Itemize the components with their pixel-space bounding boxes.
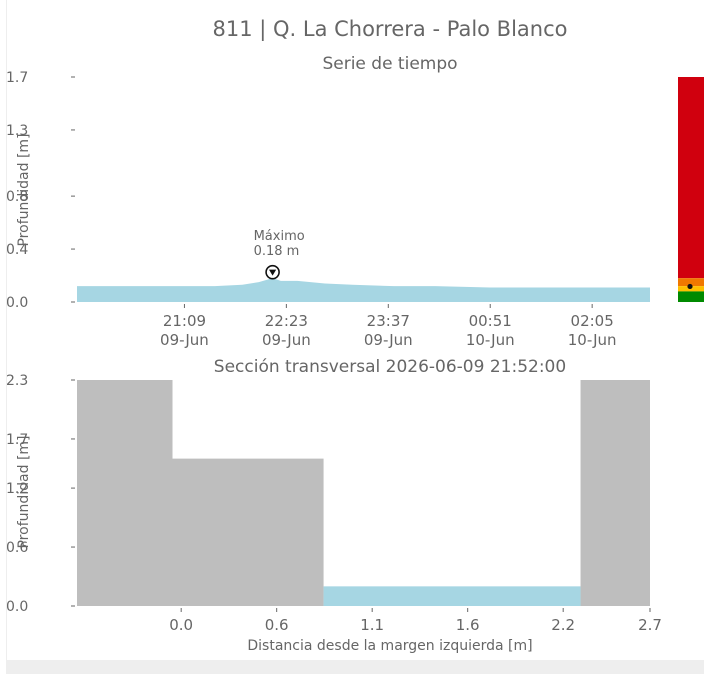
chart-svg: 811 | Q. La Chorrera - Palo Blanco Serie… (6, 17, 704, 654)
maximum-value: 0.18 m (254, 244, 300, 259)
alert-level-segment (678, 278, 704, 287)
bottom-x-tick-label: 2.2 (551, 616, 575, 634)
top-x-tick-time: 22:23 (265, 312, 308, 330)
top-x-tick-time: 21:09 (163, 312, 206, 330)
top-y-tick-label: 1.3 (6, 123, 28, 139)
top-y-tick-label: 0.4 (6, 242, 28, 258)
top-y-tick-label: 0.8 (6, 189, 28, 205)
bottom-x-tick-label: 2.7 (638, 616, 662, 634)
top-x-tick-date: 10-Jun (568, 331, 617, 349)
top-x-tick-date: 09-Jun (364, 331, 413, 349)
time-series-chart: Serie de tiempo Profundidad [m] 0.0 0.4 0.… (6, 54, 704, 349)
ground-block (172, 458, 324, 606)
top-x-tick-time: 23:37 (367, 312, 410, 330)
bottom-chart-title: Sección transversal 2026-06-09 21:52:00 (214, 357, 566, 377)
alert-level-segment (678, 291, 704, 302)
top-y-tick-label: 1.7 (6, 70, 28, 86)
bottom-x-axis-label: Distancia desde la margen izquierda [m] (247, 638, 532, 654)
depth-area-series (77, 278, 650, 302)
maximum-annotation: Máximo 0.18 m (254, 229, 305, 280)
bottom-x-tick-label: 1.1 (360, 616, 384, 634)
alert-level-bar (678, 77, 704, 302)
top-x-tick-date: 09-Jun (160, 331, 209, 349)
maximum-label: Máximo (254, 229, 305, 244)
water-level-area (323, 586, 581, 606)
maximum-marker-triangle (268, 269, 277, 276)
maximum-marker-icon (265, 264, 280, 280)
bottom-x-tick-label: 1.6 (456, 616, 480, 634)
top-chart-title: Serie de tiempo (322, 54, 457, 74)
footer-bar (6, 660, 704, 674)
top-x-tick-time: 00:51 (469, 312, 512, 330)
bottom-x-tick-label: 0.0 (169, 616, 193, 634)
top-x-tick-time: 02:05 (571, 312, 614, 330)
bottom-y-tick-label: 1.7 (6, 432, 28, 448)
bottom-y-tick-label: 0.0 (6, 599, 28, 615)
top-y-tick-label: 0.0 (6, 295, 28, 311)
bottom-y-tick-label: 2.3 (6, 373, 28, 389)
cross-section-chart: Sección transversal 2026-06-09 21:52:00 … (6, 357, 662, 654)
ground-block (580, 380, 650, 606)
main-title: 811 | Q. La Chorrera - Palo Blanco (212, 17, 567, 42)
alert-level-segment (678, 77, 704, 279)
bottom-x-tick-label: 0.6 (265, 616, 289, 634)
top-x-tick-date: 09-Jun (262, 331, 311, 349)
top-y-axis-label: Profundidad [m] (16, 133, 32, 246)
top-x-tick-date: 10-Jun (466, 331, 515, 349)
bottom-y-tick-label: 1.2 (6, 481, 28, 497)
left-border (6, 0, 7, 660)
ground-block (77, 380, 173, 606)
bottom-y-tick-label: 0.6 (6, 540, 28, 556)
bottom-y-axis-label: Profundidad [m] (16, 435, 32, 548)
alert-current-level-dot (687, 283, 693, 290)
